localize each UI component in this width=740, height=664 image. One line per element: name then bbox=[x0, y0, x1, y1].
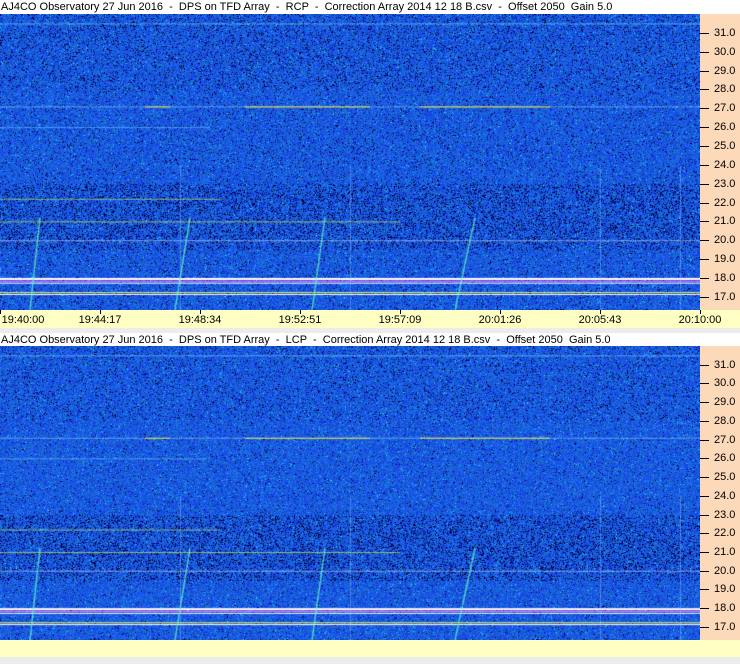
freq-tick-label: 19.0 bbox=[714, 583, 736, 596]
freq-tick bbox=[700, 458, 709, 460]
freq-tick-label: 30.0 bbox=[714, 377, 736, 390]
time-tick-label: 19:44:17 bbox=[78, 314, 122, 326]
time-tick-label: 20:05:43 bbox=[578, 314, 622, 326]
time-tick bbox=[600, 310, 601, 314]
time-tick-label: 20:01:26 bbox=[478, 314, 522, 326]
freq-tick bbox=[700, 608, 709, 610]
freq-tick-label: 28.0 bbox=[714, 414, 736, 427]
freq-tick-label: 29.0 bbox=[714, 64, 736, 77]
freq-tick-label: 20.0 bbox=[714, 234, 736, 247]
freq-tick bbox=[700, 420, 709, 422]
time-tick bbox=[0, 310, 1, 314]
time-tick-label: 20:10:00 bbox=[678, 314, 722, 326]
freq-tick bbox=[700, 51, 709, 53]
freq-tick bbox=[700, 589, 709, 591]
freq-tick-label: 21.0 bbox=[714, 545, 736, 558]
freq-tick bbox=[700, 259, 709, 261]
freq-tick-label: 28.0 bbox=[714, 83, 736, 96]
time-tick bbox=[100, 310, 101, 314]
freq-tick-label: 26.0 bbox=[714, 121, 736, 134]
freq-tick bbox=[700, 551, 709, 553]
freq-tick-label: 21.0 bbox=[714, 215, 736, 228]
freq-tick-label: 25.0 bbox=[714, 139, 736, 152]
freq-tick bbox=[700, 145, 709, 147]
freq-tick bbox=[700, 533, 709, 535]
spectrogram-lcp bbox=[0, 346, 700, 640]
time-tick bbox=[300, 310, 301, 314]
freq-tick-label: 18.0 bbox=[714, 602, 736, 615]
freq-tick bbox=[700, 108, 709, 110]
freq-tick bbox=[700, 383, 709, 385]
freq-tick-label: 18.0 bbox=[714, 271, 736, 284]
freq-tick-label: 25.0 bbox=[714, 471, 736, 484]
time-tick-label: 19:48:34 bbox=[178, 314, 222, 326]
panel-title-lcp: AJ4CO Observatory 27 Jun 2016 - DPS on T… bbox=[0, 333, 740, 347]
freq-tick bbox=[700, 477, 709, 479]
freq-tick bbox=[700, 164, 709, 166]
freq-tick-label: 17.0 bbox=[714, 290, 736, 303]
freq-tick-label: 24.0 bbox=[714, 489, 736, 502]
freq-tick-label: 22.0 bbox=[714, 527, 736, 540]
freq-tick bbox=[700, 240, 709, 242]
time-axis: 19:40:00 19:44:17 19:48:34 19:52:51 19:57:09… bbox=[0, 310, 740, 328]
freq-tick-label: 24.0 bbox=[714, 158, 736, 171]
freq-tick-label: 23.0 bbox=[714, 508, 736, 521]
time-tick bbox=[400, 310, 401, 314]
spectrogram-rcp bbox=[0, 14, 700, 310]
frequency-axis-rcp: 31.0 30.0 29.0 28.0 27.0 26.0 25.0 24.0 23.0 22.0… bbox=[700, 14, 740, 310]
freq-tick bbox=[700, 221, 709, 223]
freq-tick-label: 31.0 bbox=[714, 358, 736, 371]
freq-tick bbox=[700, 439, 709, 441]
time-tick-label: 19:52:51 bbox=[278, 314, 322, 326]
freq-tick-label: 19.0 bbox=[714, 253, 736, 266]
freq-tick bbox=[700, 183, 709, 185]
freq-tick-label: 23.0 bbox=[714, 177, 736, 190]
frequency-axis-lcp: 31.0 30.0 29.0 28.0 27.0 26.0 25.0 24.0 23.0 22.0… bbox=[700, 346, 740, 640]
freq-tick bbox=[700, 402, 709, 404]
freq-tick bbox=[700, 32, 709, 34]
freq-tick bbox=[700, 495, 709, 497]
freq-tick bbox=[700, 277, 709, 279]
freq-tick-label: 22.0 bbox=[714, 196, 736, 209]
freq-tick-label: 27.0 bbox=[714, 433, 736, 446]
freq-tick bbox=[700, 626, 709, 628]
freq-tick-label: 30.0 bbox=[714, 45, 736, 58]
freq-tick bbox=[700, 202, 709, 204]
freq-tick bbox=[700, 570, 709, 572]
time-tick bbox=[200, 310, 201, 314]
freq-tick bbox=[700, 514, 709, 516]
freq-tick-label: 26.0 bbox=[714, 452, 736, 465]
time-tick-label: 19:57:09 bbox=[378, 314, 422, 326]
freq-tick bbox=[700, 89, 709, 91]
freq-tick-label: 29.0 bbox=[714, 396, 736, 409]
freq-tick-label: 31.0 bbox=[714, 26, 736, 39]
freq-tick bbox=[700, 127, 709, 129]
panel-title-rcp: AJ4CO Observatory 27 Jun 2016 - DPS on T… bbox=[0, 0, 740, 14]
freq-tick bbox=[700, 364, 709, 366]
time-tick-label: 19:40:00 bbox=[1, 314, 45, 326]
freq-tick-label: 20.0 bbox=[714, 564, 736, 577]
freq-tick bbox=[700, 296, 709, 298]
time-tick bbox=[500, 310, 501, 314]
freq-tick-label: 27.0 bbox=[714, 102, 736, 115]
time-tick bbox=[700, 310, 701, 314]
time-axis-bottom bbox=[0, 640, 740, 657]
freq-tick-label: 17.0 bbox=[714, 620, 736, 633]
freq-tick bbox=[700, 70, 709, 72]
